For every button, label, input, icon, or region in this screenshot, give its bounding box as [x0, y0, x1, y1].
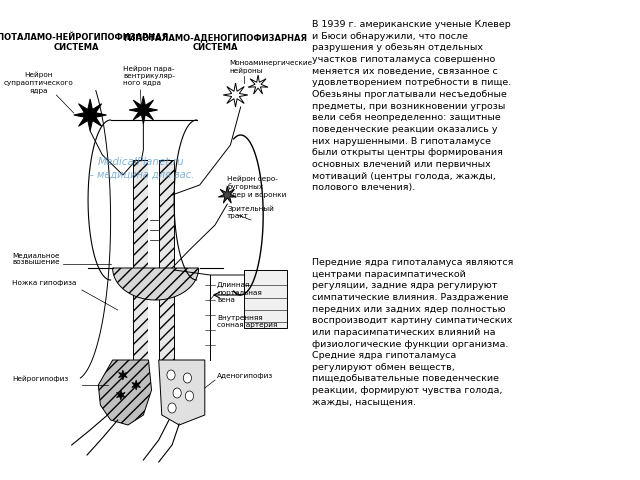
Polygon shape: [118, 370, 127, 380]
Ellipse shape: [168, 403, 176, 413]
Text: В 1939 г. американские ученые Клевер
и Бюси обнаружили, что после
разрушения у о: В 1939 г. американские ученые Клевер и Б…: [312, 20, 511, 192]
Text: СИСТЕМА: СИСТЕМА: [54, 44, 100, 52]
Text: Зрительный
тракт: Зрительный тракт: [227, 205, 274, 219]
Text: ГИПОТАЛАМО-НЕЙРОГИПОФИЗАРНАЯ: ГИПОТАЛАМО-НЕЙРОГИПОФИЗАРНАЯ: [0, 34, 168, 43]
Text: Нейрогипофиз: Нейрогипофиз: [12, 375, 68, 382]
Ellipse shape: [167, 370, 175, 380]
Text: Внутренняя
сонная артерия: Внутренняя сонная артерия: [217, 315, 278, 328]
Ellipse shape: [183, 373, 191, 383]
Polygon shape: [148, 160, 159, 360]
Polygon shape: [116, 390, 125, 400]
Text: Нейрон серо-
бугорных
ядер и воронки: Нейрон серо- бугорных ядер и воронки: [227, 175, 287, 198]
Polygon shape: [159, 160, 174, 360]
Polygon shape: [132, 380, 141, 390]
Polygon shape: [113, 268, 198, 300]
Text: Моноаминергические
нейроны: Моноаминергические нейроны: [229, 60, 312, 74]
Text: ГИПОТАЛАМО-АДЕНОГИПОФИЗАРНАЯ: ГИПОТАЛАМО-АДЕНОГИПОФИЗАРНАЯ: [123, 34, 307, 43]
Polygon shape: [223, 83, 248, 107]
Polygon shape: [218, 186, 236, 203]
FancyBboxPatch shape: [244, 270, 287, 328]
Polygon shape: [74, 99, 106, 131]
Text: Нейрон
супраоптического
ядра: Нейрон супраоптического ядра: [4, 72, 74, 94]
Ellipse shape: [186, 391, 193, 401]
Text: Ножка гипофиза: Ножка гипофиза: [12, 280, 77, 286]
Text: Передние ядра гипоталамуса являются
центрами парасимпатической
регуляции, задние: Передние ядра гипоталамуса являются цент…: [312, 258, 514, 407]
Text: Нейрон пара-
вентрикуляр-
ного ядра: Нейрон пара- вентрикуляр- ного ядра: [123, 65, 175, 86]
Text: Длинная
портальная
вена: Длинная портальная вена: [217, 282, 262, 303]
Polygon shape: [159, 360, 205, 425]
Text: СИСТЕМА: СИСТЕМА: [192, 44, 238, 52]
Text: Аденогипофиз: Аденогипофиз: [217, 373, 273, 379]
Ellipse shape: [173, 388, 181, 398]
Polygon shape: [133, 160, 148, 360]
Polygon shape: [248, 75, 268, 94]
Text: MedicalPlanet.ru: MedicalPlanet.ru: [98, 157, 184, 167]
Polygon shape: [129, 96, 157, 124]
Polygon shape: [99, 360, 152, 425]
Text: – медицина для вас.: – медицина для вас.: [89, 170, 194, 180]
Text: Медиальное
возвышение: Медиальное возвышение: [12, 252, 60, 265]
